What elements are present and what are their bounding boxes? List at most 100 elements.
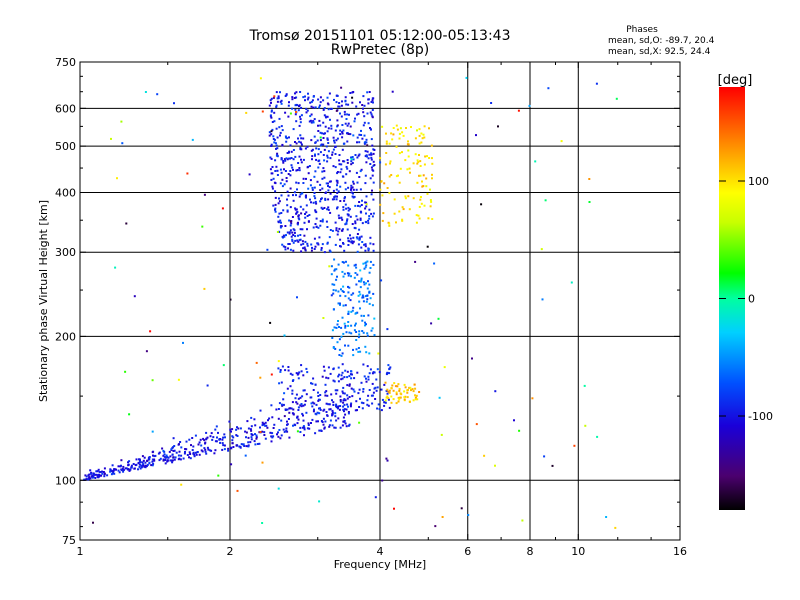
data-point — [297, 377, 300, 380]
data-point — [277, 95, 280, 98]
data-point — [276, 231, 279, 233]
data-point — [366, 260, 369, 263]
data-point — [297, 137, 299, 140]
data-point — [270, 178, 273, 181]
data-point — [345, 331, 348, 334]
data-point — [275, 408, 278, 411]
data-point — [403, 383, 406, 386]
data-point — [361, 330, 364, 332]
data-point — [311, 246, 313, 249]
data-point — [359, 280, 362, 283]
data-point — [596, 435, 599, 438]
data-point — [362, 124, 365, 127]
data-point — [346, 167, 349, 170]
data-point — [325, 390, 328, 393]
data-point — [342, 175, 345, 178]
data-point — [404, 195, 407, 198]
data-point — [259, 409, 262, 412]
data-point — [415, 394, 418, 397]
data-point — [276, 136, 279, 139]
data-point — [384, 401, 387, 404]
data-point — [112, 471, 115, 473]
data-point — [397, 383, 400, 386]
data-point — [353, 377, 356, 380]
data-point — [163, 450, 166, 453]
data-point — [403, 390, 406, 393]
data-point — [275, 104, 278, 107]
data-point — [615, 97, 618, 100]
data-point — [421, 185, 424, 188]
data-point — [422, 174, 425, 177]
data-point — [274, 190, 277, 193]
data-point — [322, 423, 325, 426]
data-point — [321, 375, 324, 378]
data-point — [358, 133, 361, 136]
data-point — [319, 144, 322, 147]
data-point — [326, 96, 329, 99]
data-point — [347, 264, 350, 267]
data-point — [270, 109, 273, 112]
data-point — [217, 474, 220, 477]
data-point — [343, 420, 346, 423]
data-point — [368, 302, 371, 305]
data-point — [302, 389, 305, 392]
data-point — [318, 429, 321, 432]
data-point — [332, 404, 335, 406]
data-point — [164, 462, 167, 465]
data-point — [311, 418, 314, 421]
data-point — [270, 97, 273, 100]
data-point — [296, 239, 299, 242]
data-point — [95, 473, 98, 476]
data-point — [329, 180, 332, 183]
data-point — [298, 195, 301, 198]
data-point — [428, 157, 431, 159]
data-point — [327, 403, 330, 406]
data-point — [173, 458, 176, 461]
data-point — [261, 430, 264, 433]
data-point — [311, 188, 314, 191]
data-point — [366, 298, 369, 301]
data-point — [283, 392, 286, 395]
data-point — [371, 304, 374, 307]
data-point — [209, 435, 212, 438]
data-point — [408, 208, 411, 211]
data-point — [317, 391, 319, 394]
data-point — [349, 373, 352, 376]
data-point — [420, 132, 423, 135]
data-point — [303, 428, 306, 431]
data-point — [360, 314, 363, 317]
data-point — [170, 448, 173, 451]
data-point — [376, 386, 379, 389]
data-point — [291, 392, 294, 395]
data-point — [378, 371, 381, 374]
data-point — [385, 152, 388, 154]
data-point — [214, 449, 217, 452]
data-point — [282, 428, 285, 431]
data-point — [264, 421, 267, 424]
data-point — [297, 217, 300, 220]
data-point — [272, 435, 275, 438]
data-point — [169, 459, 172, 462]
data-point — [429, 188, 431, 191]
data-point — [340, 216, 343, 219]
data-point — [348, 331, 351, 334]
data-point — [129, 468, 132, 471]
data-point — [342, 401, 345, 404]
data-point — [372, 160, 375, 163]
data-point — [324, 420, 327, 423]
data-point — [376, 368, 379, 371]
data-point — [443, 366, 446, 369]
data-point — [305, 204, 308, 207]
data-point — [390, 387, 393, 390]
data-point — [223, 444, 226, 447]
data-point — [152, 462, 155, 465]
data-point — [290, 150, 293, 153]
data-point — [404, 386, 407, 389]
data-point — [333, 198, 336, 201]
data-point — [431, 173, 433, 176]
grid-lines — [80, 62, 680, 540]
data-point — [133, 295, 136, 298]
data-point — [278, 197, 280, 200]
data-point — [372, 263, 375, 266]
data-point — [83, 478, 86, 481]
